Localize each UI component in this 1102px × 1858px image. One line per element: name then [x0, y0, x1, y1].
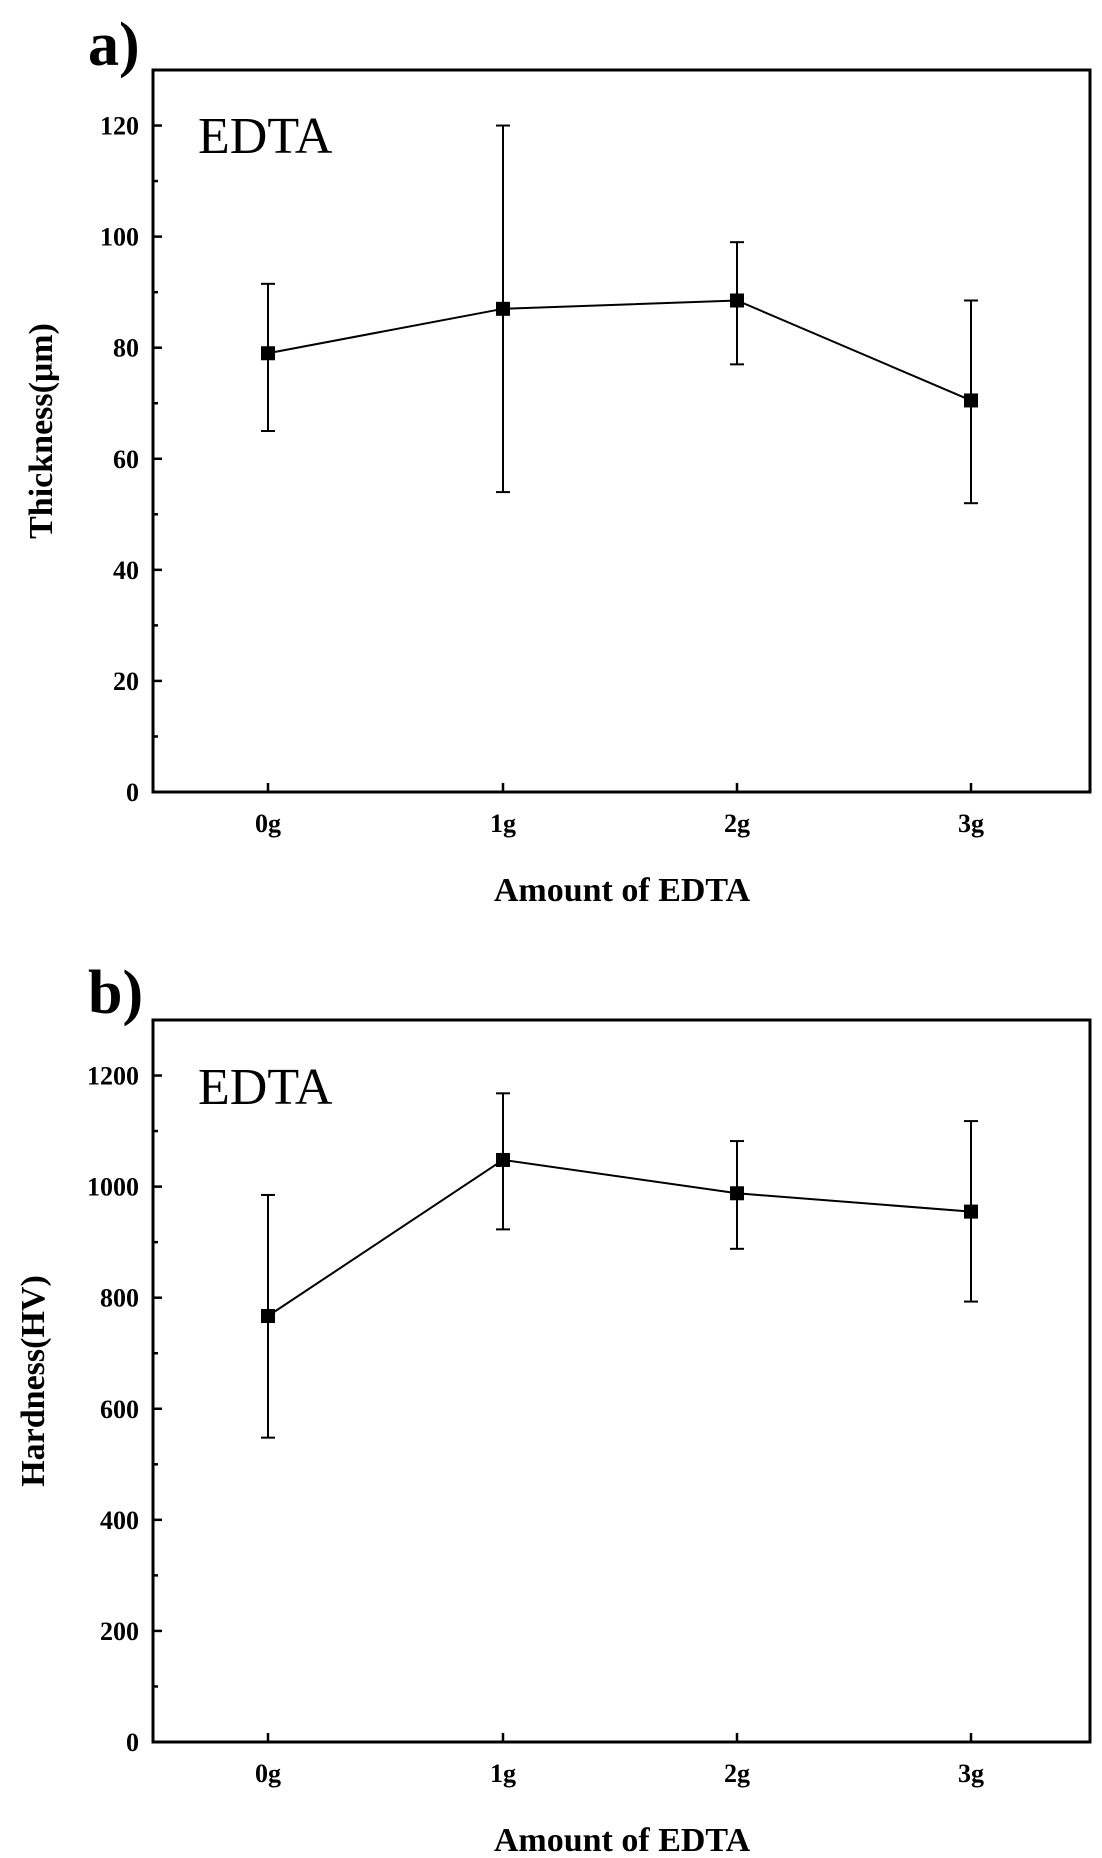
y-tick-label: 40	[113, 556, 139, 585]
y-tick-label: 20	[113, 667, 139, 696]
y-tick-label: 0	[126, 778, 139, 807]
data-point	[496, 301, 510, 316]
y-tick-label: 0	[126, 1728, 139, 1757]
data-markers-a	[261, 293, 978, 408]
y-axis-title-b: Hardness(HV)	[15, 1275, 52, 1487]
x-axis-title-b: Amount of EDTA	[494, 1822, 751, 1858]
y-tick-label: 600	[100, 1395, 139, 1424]
plot-frame-b	[151, 1018, 1092, 1744]
x-tick-label: 2g	[724, 1759, 750, 1788]
data-point	[730, 293, 744, 308]
y-tick-label: 100	[100, 223, 139, 252]
panel-b-hardness-chart: b) EDTA Amount of EDTA Hardness(HV) 0 200…	[15, 959, 1092, 1858]
x-tick-label: 1g	[490, 1759, 516, 1788]
y-tick-label: 60	[113, 445, 139, 474]
data-point	[964, 1204, 978, 1219]
y-tick-label: 800	[100, 1284, 139, 1313]
inset-label-a: EDTA	[198, 108, 333, 165]
inset-label-b: EDTA	[198, 1059, 333, 1116]
series-line-b	[267, 1158, 972, 1317]
x-tick-label: 0g	[255, 1759, 281, 1788]
panel-label-a: a)	[88, 11, 140, 79]
x-tick-label: 2g	[724, 809, 750, 838]
y-tick-label: 400	[100, 1506, 139, 1535]
y-tick-label: 1200	[87, 1062, 139, 1091]
data-point	[496, 1152, 510, 1167]
panel-a-thickness-chart: a) EDTA Amount of EDTA Thickness(μm) 0 20…	[23, 11, 1092, 909]
y-tick-label: 80	[113, 334, 139, 363]
y-tick-label: 1000	[87, 1173, 139, 1202]
x-tick-label: 1g	[490, 809, 516, 838]
data-point	[730, 1186, 744, 1201]
x-tick-label: 0g	[255, 809, 281, 838]
axis-ticks-b: 0 200 400 600 800 1000 1200 0g 1g 2g 3g	[87, 1062, 984, 1788]
y-tick-label: 200	[100, 1617, 139, 1646]
data-point	[261, 1309, 275, 1324]
x-tick-label: 3g	[958, 809, 984, 838]
y-tick-label: 120	[100, 112, 139, 141]
data-point	[261, 346, 275, 361]
x-tick-label: 3g	[958, 1759, 984, 1788]
error-bars-b	[261, 1092, 978, 1439]
plot-frame-a	[151, 68, 1092, 794]
data-markers-b	[261, 1152, 978, 1324]
data-point	[964, 393, 978, 408]
x-axis-title-a: Amount of EDTA	[494, 872, 751, 909]
y-axis-title-a: Thickness(μm)	[23, 323, 60, 539]
panel-label-b: b)	[88, 959, 143, 1027]
axis-ticks-a: 0 20 40 60 80 100 120 0g 1g 2g 3g	[100, 112, 984, 838]
error-bars-a	[261, 124, 978, 505]
series-line-a	[267, 299, 972, 402]
